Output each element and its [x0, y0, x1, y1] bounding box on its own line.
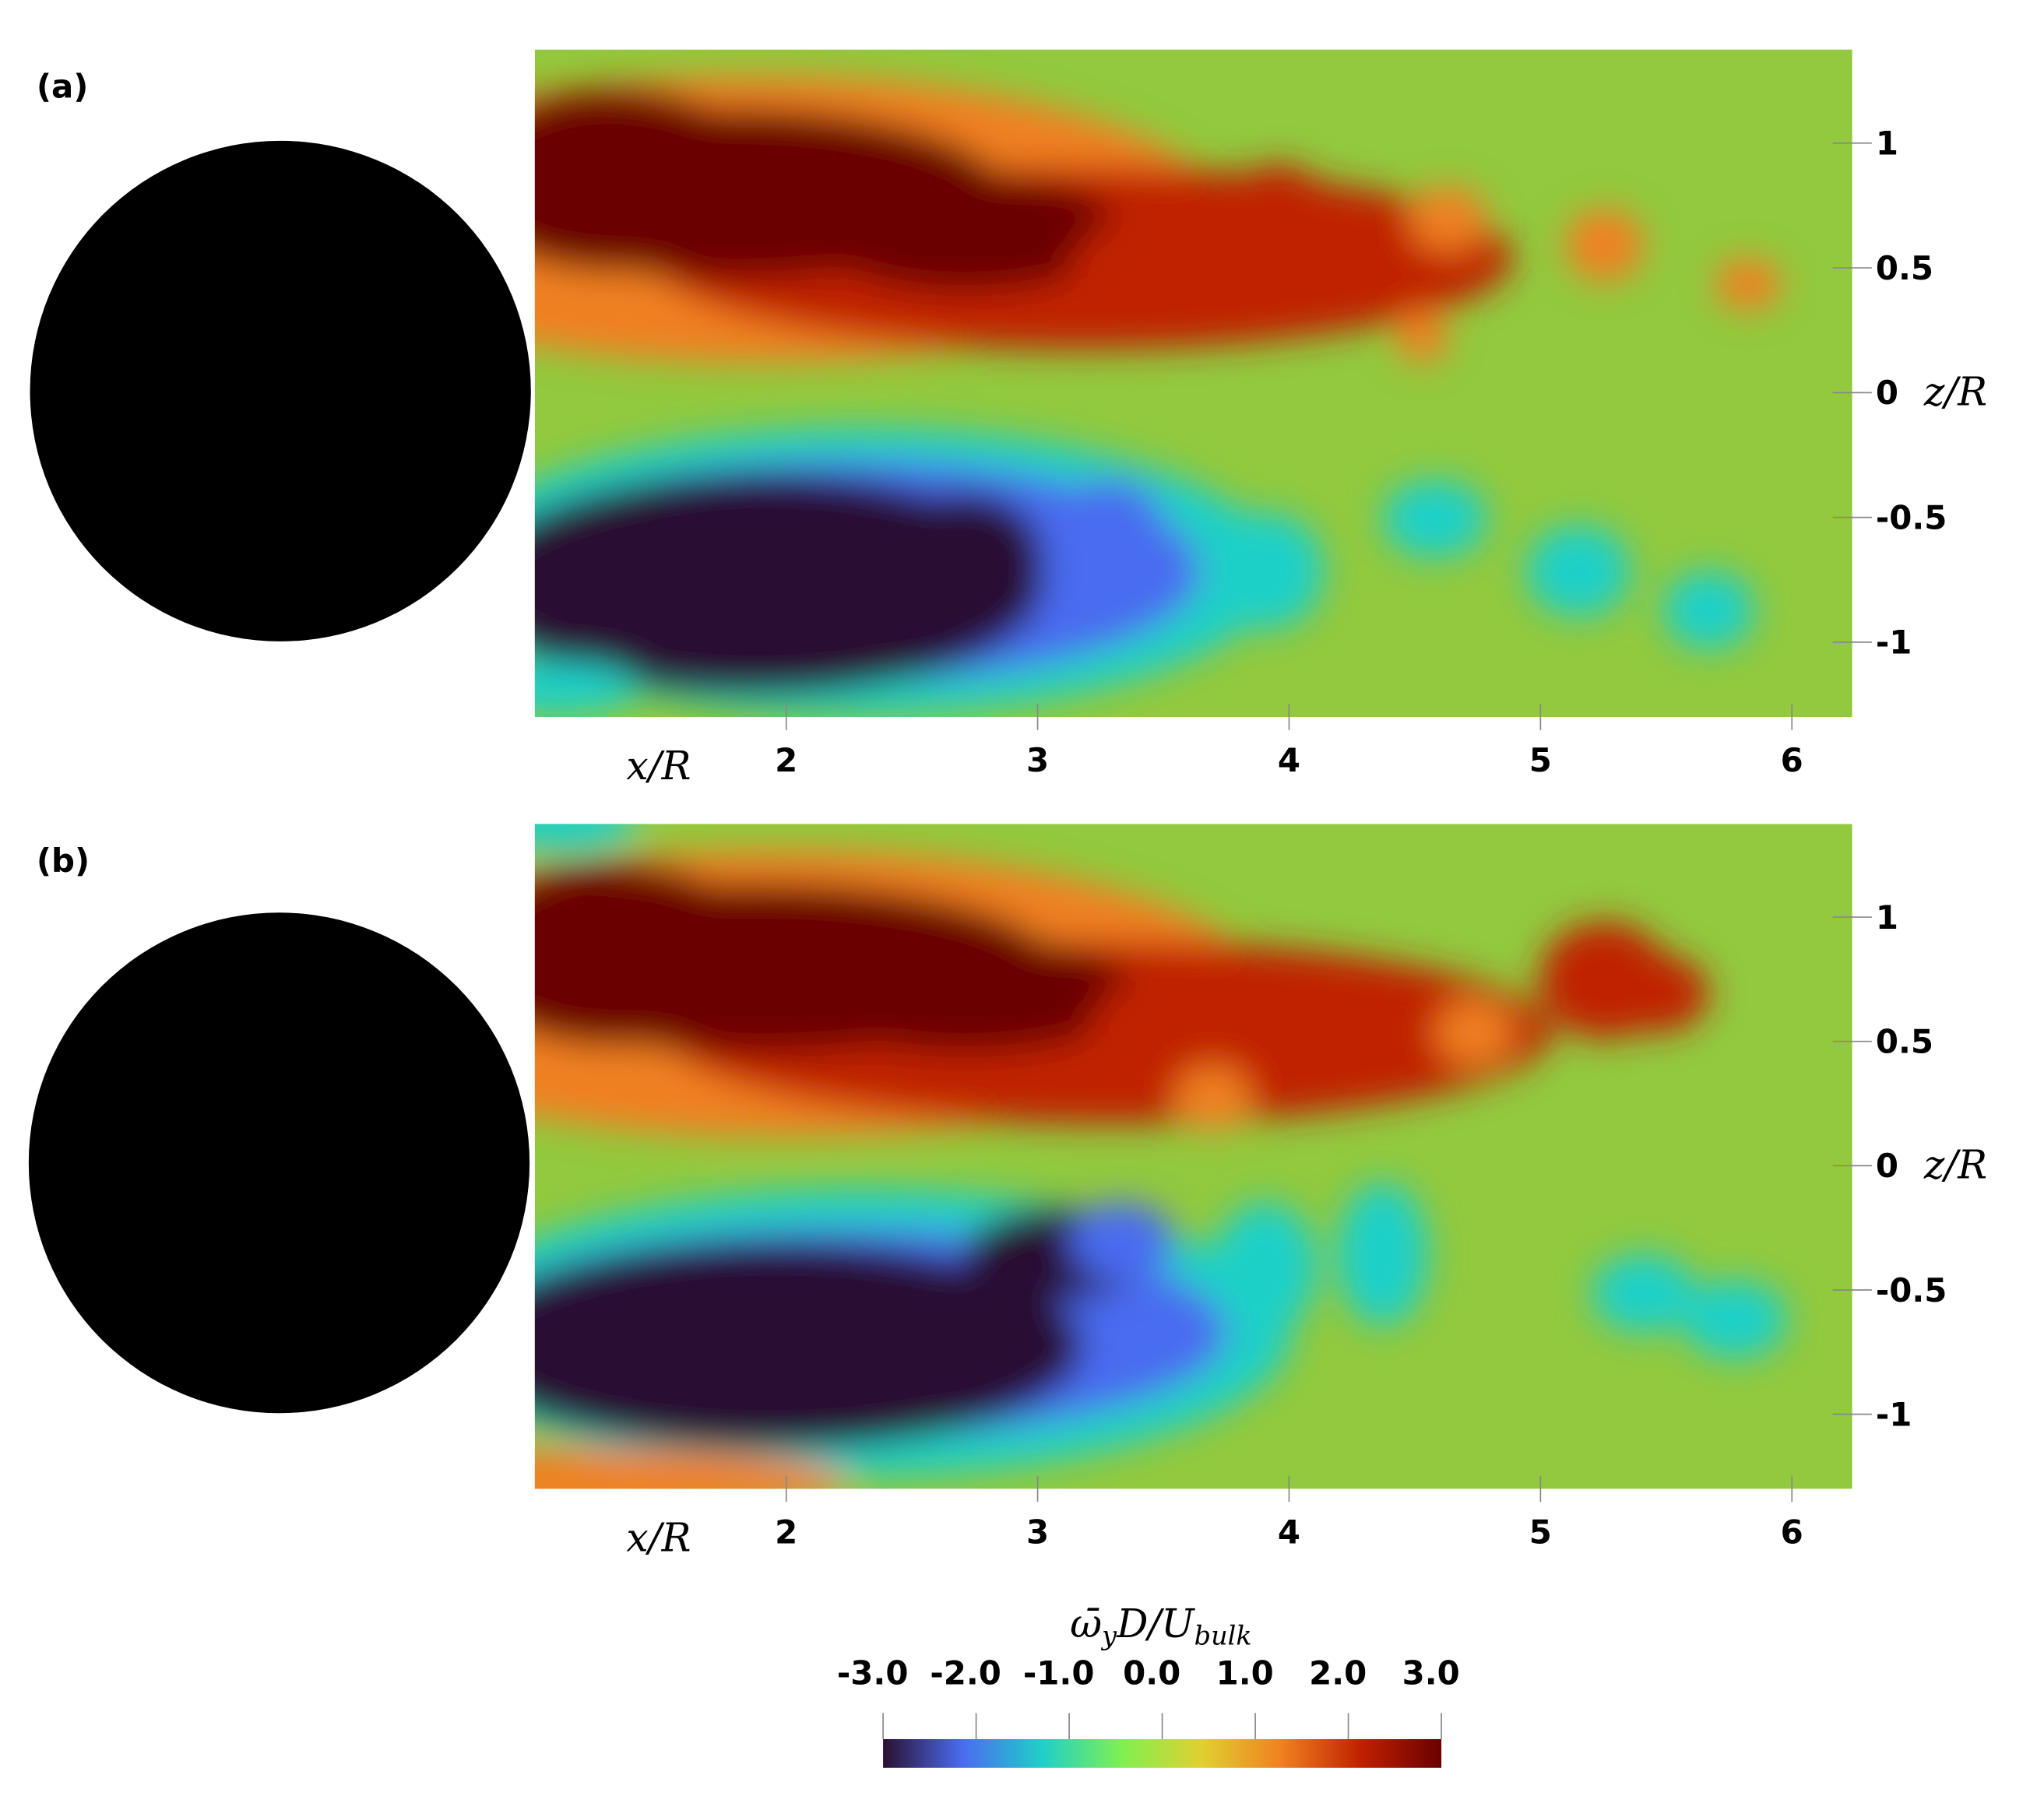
x-tick-label: 4 — [1278, 741, 1300, 779]
vortex-region — [1409, 186, 1487, 252]
x-tick-label: 6 — [1781, 1513, 1803, 1552]
vortex-region — [1682, 1280, 1787, 1358]
cylinder — [28, 912, 530, 1414]
vortex-region — [1212, 1202, 1318, 1333]
field-blobs — [534, 824, 1787, 1489]
field — [534, 824, 1852, 1489]
colorbar-tick-label: 2.0 — [1309, 1654, 1367, 1692]
vortex-region — [1069, 1202, 1174, 1281]
x-tick-label: 2 — [775, 741, 797, 779]
vortex-region — [534, 863, 770, 1046]
y-axis-label: z/R — [1923, 1142, 1987, 1188]
vortex-region — [1206, 512, 1325, 630]
x-tick-label: 4 — [1278, 1513, 1300, 1552]
vortex-region — [1662, 571, 1755, 649]
panel-label: (a) — [37, 67, 89, 105]
cylinder — [30, 140, 531, 641]
y-tick-label: -1 — [1876, 1395, 1912, 1433]
y-tick-label: -1 — [1876, 624, 1912, 662]
y-tick-label: 0 — [1876, 1147, 1898, 1185]
colorbar-tick-label: -1.0 — [1023, 1654, 1095, 1692]
vortex-region — [534, 824, 639, 850]
vortex-region — [534, 1450, 848, 1489]
x-axis-label: x/R — [626, 743, 691, 789]
vortex-region — [887, 493, 1044, 624]
y-tick-label: 0 — [1876, 374, 1898, 412]
panel-label: (b) — [37, 842, 90, 880]
colorbar-tick-label: 0.0 — [1123, 1654, 1180, 1692]
vortex-region — [1337, 1182, 1429, 1327]
colorbar-tick-label: 1.0 — [1216, 1654, 1274, 1692]
vortex-region — [1604, 954, 1709, 1033]
vortex-region — [1056, 480, 1161, 558]
colorbar-tick-label: 3.0 — [1402, 1654, 1460, 1692]
colorbar-label-part: bulk — [1194, 1620, 1252, 1650]
vortex-region — [1715, 258, 1781, 311]
colorbar-label-part: ω̄ — [1070, 1601, 1102, 1647]
vortex-region — [1565, 208, 1644, 282]
vortex-region — [1395, 310, 1448, 363]
vortex-region — [795, 934, 1135, 1053]
y-tick-label: 1 — [1876, 125, 1898, 163]
colorbar-label-part: y — [1100, 1620, 1117, 1650]
vortex-region — [1233, 164, 1325, 243]
vortex-region — [808, 173, 1122, 291]
y-tick-label: 1 — [1876, 898, 1898, 937]
vortex-region — [534, 662, 639, 715]
vortex-region — [1135, 232, 1240, 324]
vortex-region — [1591, 1253, 1696, 1333]
y-tick-label: -0.5 — [1876, 498, 1947, 536]
colorbar-tick-label: -2.0 — [930, 1654, 1001, 1692]
y-tick-label: -0.5 — [1876, 1271, 1947, 1309]
x-tick-label: 5 — [1529, 741, 1552, 779]
x-tick-label: 5 — [1529, 1513, 1552, 1552]
colorbar-tick-label: -3.0 — [837, 1654, 909, 1692]
vortex-region — [1297, 967, 1416, 1072]
x-axis-label: x/R — [626, 1514, 691, 1560]
x-tick-label: 6 — [1781, 741, 1803, 779]
colorbar-label-part: D/U — [1116, 1601, 1195, 1647]
x-tick-label: 2 — [775, 1513, 797, 1552]
vortex-region — [1434, 1000, 1514, 1066]
x-tick-label: 3 — [1026, 1513, 1049, 1552]
vortex-region — [1173, 1065, 1253, 1130]
vortex-region — [1525, 525, 1631, 617]
y-tick-label: 0.5 — [1876, 249, 1933, 287]
field — [534, 49, 1852, 718]
vortex-region — [534, 1241, 1083, 1450]
field-blobs — [534, 76, 1781, 715]
vortex-region — [534, 88, 770, 272]
colorbar — [883, 1738, 1442, 1768]
x-tick-label: 3 — [1026, 741, 1049, 779]
vortex-region — [1089, 980, 1207, 1085]
vortex-region — [1382, 480, 1487, 558]
y-axis-label: z/R — [1923, 369, 1987, 415]
colorbar-label: ω̄yD/Ubulk — [1070, 1601, 1251, 1650]
y-tick-label: 0.5 — [1876, 1023, 1933, 1061]
